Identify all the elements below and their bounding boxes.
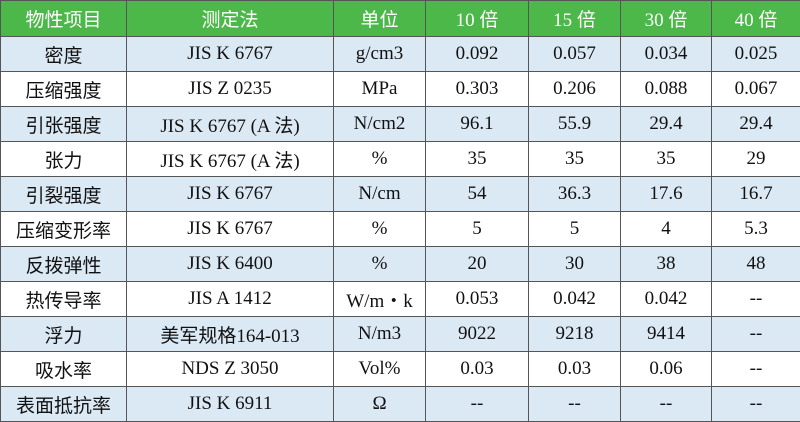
table-row: 浮力 美军规格164-013 N/m3 9022 9218 9414 -- [0,316,800,352]
table-cell: 0.053 [425,281,529,317]
table-cell: JIS K 6767 [126,211,334,247]
property-cell: 引张强度 [0,106,127,142]
header-cell: 40 倍 [711,0,800,37]
header-cell: 30 倍 [620,0,712,37]
table-cell: g/cm3 [333,36,426,72]
table-cell: 30 [528,246,621,282]
table-cell: 0.042 [528,281,621,317]
table-cell: N/m3 [333,316,426,352]
table-cell: 54 [425,176,529,212]
table-cell: -- [711,316,800,352]
table-cell: JIS K 6767 (A 法) [126,141,334,177]
table-cell: 17.6 [620,176,712,212]
table-row: 张力 JIS K 6767 (A 法)% 35 35 35 29 [0,141,800,177]
table-cell: N/cm [333,176,426,212]
header-cell: 物性项目 [0,0,127,37]
table-cell: -- [711,386,800,422]
table-cell: JIS K 6767 [126,176,334,212]
property-cell: 引裂强度 [0,176,127,212]
table-cell: 0.042 [620,281,712,317]
table-cell: 0.03 [425,351,529,387]
property-cell: 密度 [0,36,127,72]
table-cell: JIS A 1412 [126,281,334,317]
table-body: 密度 JIS K 6767 g/cm3 0.092 0.057 0.034 0.025 压缩强… [0,36,800,422]
table-row: 热传导率 JIS A 1412 W/m・k 0.053 0.042 0.042 -- [0,281,800,317]
table-cell: W/m・k [333,281,426,317]
property-cell: 压缩变形率 [0,211,127,247]
table-row: 引张强度 JIS K 6767 (A 法) N/cm2 96.1 55.9 29.4 29.… [0,106,800,142]
table-cell: 9022 [425,316,529,352]
table-cell: Vol% [333,351,426,387]
table-cell: 0.088 [620,71,712,107]
table-cell: 29 [711,141,800,177]
table-cell: -- [711,281,800,317]
table-cell: JIS K 6767 [126,36,334,72]
property-cell: 热传导率 [0,281,127,317]
table-cell: 29.4 [620,106,712,142]
property-cell: 浮力 [0,316,127,352]
property-cell: 反拨弹性 [0,246,127,282]
table-cell: -- [528,386,621,422]
table-row: 密度 JIS K 6767 g/cm3 0.092 0.057 0.034 0.025 [0,36,800,72]
table-cell: 55.9 [528,106,621,142]
table-cell: 0.092 [425,36,529,72]
header-cell: 15 倍 [528,0,621,37]
table-cell: -- [711,351,800,387]
header-cell: 10 倍 [425,0,529,37]
property-cell: 压缩强度 [0,71,127,107]
table-cell: 美军规格164-013 [126,316,334,352]
table-cell: 5 [528,211,621,247]
table-cell: % [333,211,426,247]
table-cell: -- [620,386,712,422]
table-cell: 36.3 [528,176,621,212]
table-row: 引裂强度 JIS K 6767 N/cm 54 36.3 17.6 16.7 [0,176,800,212]
table-row: 表面抵抗率 JIS K 6911 Ω -- -- -- -- [0,386,800,422]
header-row: 物性项目 测定法 单位 10 倍 15 倍 30 倍 40 倍 [0,0,800,37]
table-row: 吸水率 NDS Z 3050 Vol% 0.03 0.03 0.06 -- [0,351,800,387]
table-cell: 0.303 [425,71,529,107]
property-cell: 张力 [0,141,127,177]
table-row: 压缩变形率 JIS K 6767% 5 5 4 5.3 [0,211,800,247]
table-row: 反拨弹性 JIS K 6400% 20 30 38 48 [0,246,800,282]
table-cell: 5 [425,211,529,247]
table-cell: 0.06 [620,351,712,387]
table-cell: 0.067 [711,71,800,107]
table-cell: 35 [425,141,529,177]
header-cell: 单位 [333,0,426,37]
table-cell: JIS K 6400 [126,246,334,282]
table-cell: 38 [620,246,712,282]
table-cell: 0.034 [620,36,712,72]
table-cell: N/cm2 [333,106,426,142]
table-cell: JIS K 6767 (A 法) [126,106,334,142]
table-row: 压缩强度 JIS Z 0235 MPa 0.303 0.206 0.088 0.067 [0,71,800,107]
table-cell: -- [425,386,529,422]
property-cell: 吸水率 [0,351,127,387]
table-cell: 4 [620,211,712,247]
property-cell: 表面抵抗率 [0,386,127,422]
table-cell: 16.7 [711,176,800,212]
table-cell: 0.03 [528,351,621,387]
table-cell: JIS Z 0235 [126,71,334,107]
table-cell: 96.1 [425,106,529,142]
table-cell: 0.206 [528,71,621,107]
table-cell: 0.025 [711,36,800,72]
table-cell: JIS K 6911 [126,386,334,422]
table-cell: % [333,246,426,282]
table-cell: 0.057 [528,36,621,72]
table-cell: MPa [333,71,426,107]
table-cell: % [333,141,426,177]
table-cell: 35 [620,141,712,177]
table-cell: 9218 [528,316,621,352]
table-cell: 35 [528,141,621,177]
table-cell: 29.4 [711,106,800,142]
table-cell: 9414 [620,316,712,352]
table-cell: 5.3 [711,211,800,247]
table-cell: 20 [425,246,529,282]
table-cell: Ω [333,386,426,422]
table-cell: NDS Z 3050 [126,351,334,387]
header-cell: 测定法 [126,0,334,37]
table-cell: 48 [711,246,800,282]
